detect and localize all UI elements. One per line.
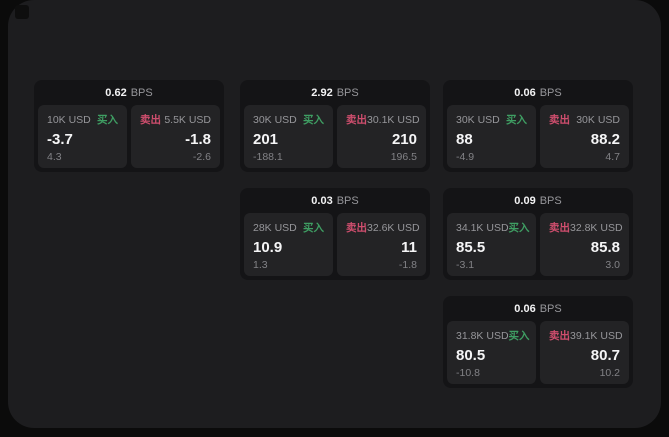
sell-side-label: 卖出 <box>549 222 570 234</box>
quote-card-1: 0.62 BPS 10K USD 买入 -3.7 4.3 卖出 5.5K USD… <box>34 80 224 172</box>
sell-price: 85.8 <box>590 238 620 256</box>
sell-side-label: 卖出 <box>140 114 161 126</box>
bps-value: 0.06 <box>514 86 536 99</box>
buy-size: 31.8K USD <box>456 329 509 342</box>
buy-price: -3.7 <box>47 130 73 148</box>
buy-tile[interactable]: 10K USD 买入 -3.7 4.3 <box>38 105 127 168</box>
bps-header: 0.06 BPS <box>443 80 633 105</box>
buy-tile[interactable]: 31.8K USD 买入 80.5 -10.8 <box>447 321 536 384</box>
sell-delta: 3.0 <box>605 258 620 271</box>
sell-price: 88.2 <box>590 130 620 148</box>
bps-value: 2.92 <box>311 86 333 99</box>
buy-size: 28K USD <box>253 221 297 234</box>
sell-price: 11 <box>401 238 417 256</box>
bps-unit-label: BPS <box>539 302 562 315</box>
sell-delta: -2.6 <box>192 150 211 163</box>
sell-size: 30K USD <box>576 113 620 126</box>
sell-tile[interactable]: 卖出 39.1K USD 80.7 10.2 <box>540 321 629 384</box>
sell-tile[interactable]: 卖出 32.6K USD 11 -1.8 <box>337 213 426 276</box>
buy-tile[interactable]: 28K USD 买入 10.9 1.3 <box>244 213 333 276</box>
bps-header: 0.09 BPS <box>443 188 633 213</box>
sell-tile[interactable]: 卖出 30K USD 88.2 4.7 <box>540 105 629 168</box>
sell-side-label: 卖出 <box>549 114 570 126</box>
bps-header: 2.92 BPS <box>240 80 430 105</box>
sell-delta: 10.2 <box>599 366 620 379</box>
buy-size: 30K USD <box>253 113 297 126</box>
buy-size: 30K USD <box>456 113 500 126</box>
bps-header: 0.62 BPS <box>34 80 224 105</box>
buy-price: 10.9 <box>253 238 283 256</box>
buy-side-label: 买入 <box>303 222 324 234</box>
buy-side-label: 买入 <box>508 330 530 342</box>
buy-delta: -4.9 <box>456 150 475 163</box>
sell-delta: 196.5 <box>390 150 417 163</box>
buy-tile[interactable]: 30K USD 买入 88 -4.9 <box>447 105 536 168</box>
quote-card-4: 0.03 BPS 28K USD 买入 10.9 1.3 卖出 32.6K US… <box>240 188 430 280</box>
sell-side-label: 卖出 <box>346 222 367 234</box>
sell-tile[interactable]: 卖出 30.1K USD 210 196.5 <box>337 105 426 168</box>
buy-delta: -3.1 <box>456 258 475 271</box>
buy-delta: -188.1 <box>253 150 283 163</box>
buy-delta: 1.3 <box>253 258 268 271</box>
sell-price: 80.7 <box>590 346 620 364</box>
bps-value: 0.06 <box>514 302 536 315</box>
buy-price: 88 <box>456 130 473 148</box>
sell-side-label: 卖出 <box>346 114 367 126</box>
buy-tile[interactable]: 30K USD 买入 201 -188.1 <box>244 105 333 168</box>
bps-header: 0.06 BPS <box>443 296 633 321</box>
quote-card-6: 0.06 BPS 31.8K USD 买入 80.5 -10.8 卖出 39.1… <box>443 296 633 388</box>
buy-tile[interactable]: 34.1K USD 买入 85.5 -3.1 <box>447 213 536 276</box>
quote-card-2: 2.92 BPS 30K USD 买入 201 -188.1 卖出 30.1K … <box>240 80 430 172</box>
buy-size: 34.1K USD <box>456 221 509 234</box>
buy-delta: 4.3 <box>47 150 62 163</box>
sell-tile[interactable]: 卖出 32.8K USD 85.8 3.0 <box>540 213 629 276</box>
bps-header: 0.03 BPS <box>240 188 430 213</box>
sell-price: -1.8 <box>185 130 211 148</box>
sell-price: 210 <box>391 130 417 148</box>
bps-unit-label: BPS <box>336 194 359 207</box>
buy-side-label: 买入 <box>97 114 118 126</box>
bps-unit-label: BPS <box>539 86 562 99</box>
logo-placeholder <box>15 5 29 19</box>
sell-tile[interactable]: 卖出 5.5K USD -1.8 -2.6 <box>131 105 220 168</box>
bps-value: 0.62 <box>105 86 127 99</box>
sell-size: 32.6K USD <box>367 221 420 234</box>
buy-price: 80.5 <box>456 346 486 364</box>
bps-unit-label: BPS <box>539 194 562 207</box>
quote-card-3: 0.06 BPS 30K USD 买入 88 -4.9 卖出 30K USD 8… <box>443 80 633 172</box>
sell-size: 5.5K USD <box>164 113 211 126</box>
sell-delta: 4.7 <box>605 150 620 163</box>
buy-delta: -10.8 <box>456 366 480 379</box>
quote-card-5: 0.09 BPS 34.1K USD 买入 85.5 -3.1 卖出 32.8K… <box>443 188 633 280</box>
buy-side-label: 买入 <box>508 222 530 234</box>
sell-size: 32.8K USD <box>570 221 623 234</box>
sell-side-label: 卖出 <box>549 330 570 342</box>
bps-unit-label: BPS <box>336 86 359 99</box>
buy-price: 201 <box>253 130 279 148</box>
buy-side-label: 买入 <box>506 114 527 126</box>
sell-size: 39.1K USD <box>570 329 623 342</box>
buy-side-label: 买入 <box>303 114 324 126</box>
sell-size: 30.1K USD <box>367 113 420 126</box>
bps-value: 0.09 <box>514 194 536 207</box>
bps-value: 0.03 <box>311 194 333 207</box>
sell-delta: -1.8 <box>398 258 417 271</box>
buy-price: 85.5 <box>456 238 486 256</box>
buy-size: 10K USD <box>47 113 91 126</box>
bps-unit-label: BPS <box>130 86 153 99</box>
